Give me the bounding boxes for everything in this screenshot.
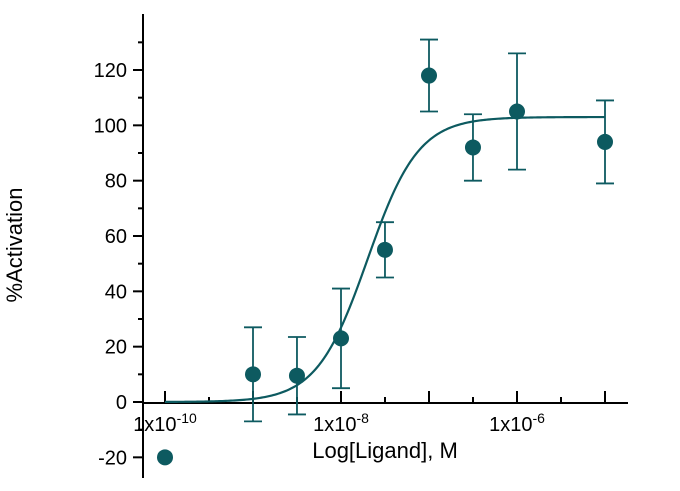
- y-tick-label: 80: [105, 171, 127, 193]
- x-tick-label: 1x10-10: [133, 410, 197, 436]
- data-point: [245, 366, 261, 383]
- data-point: [509, 103, 525, 120]
- y-tick-label: 60: [105, 226, 127, 248]
- axes: -20 0 20 40 60 80 100 120 1x10-10 1x10-8 1x10-6: [94, 14, 628, 478]
- y-tick-label: 20: [105, 337, 127, 359]
- y-tick-label: 120: [94, 60, 127, 82]
- y-tick-label: 40: [105, 281, 127, 303]
- x-tick-label: 1x10-8: [313, 410, 369, 436]
- points-layer: [157, 38, 614, 466]
- y-axis-title: %Activation: [2, 188, 27, 303]
- data-point: [333, 330, 349, 347]
- fit-curve-layer: [164, 115, 605, 403]
- x-tick-label: 1x10-6: [489, 410, 545, 436]
- data-point: [288, 367, 305, 384]
- data-point: [464, 139, 481, 156]
- data-point: [421, 67, 437, 84]
- x-axis-title: Log[Ligand], M: [312, 438, 458, 463]
- fit-curve: [164, 115, 605, 403]
- y-tick-label: -20: [98, 447, 127, 469]
- data-point: [157, 449, 173, 466]
- data-point: [597, 133, 613, 150]
- y-tick-label: 100: [94, 115, 127, 137]
- data-point: [376, 241, 393, 258]
- y-tick-label: 0: [116, 392, 127, 414]
